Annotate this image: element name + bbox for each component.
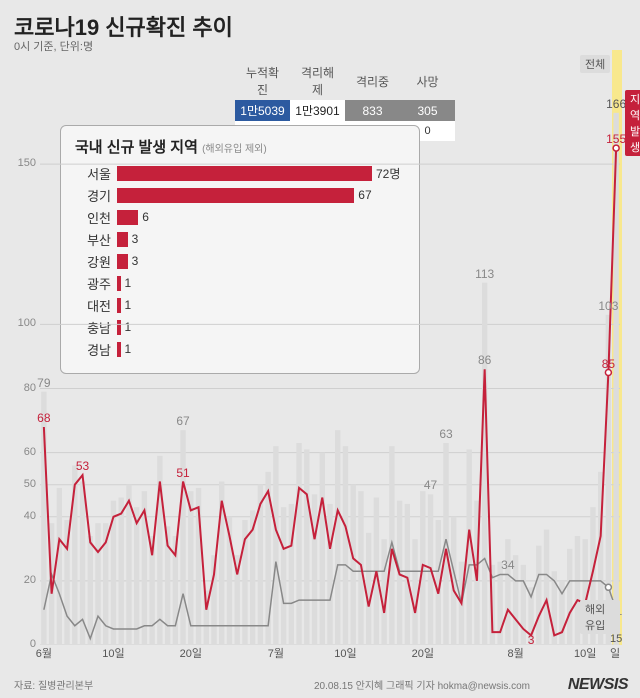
annotation: 63: [439, 427, 452, 441]
x-tick-label: 10일: [574, 645, 596, 661]
annotation: 103: [598, 299, 618, 313]
x-tick-label: 10일: [102, 645, 124, 661]
y-tick-label: 80: [12, 382, 36, 394]
x-tick-label: 10일: [334, 645, 356, 661]
annotation: 113: [475, 267, 494, 281]
annotation: 68: [37, 411, 50, 425]
annotation: 47: [424, 478, 437, 492]
stat-header: 격리해제: [290, 62, 345, 100]
annotation: 86: [478, 353, 491, 367]
annotation: 34: [501, 558, 514, 572]
x-tick-label: 6월: [36, 645, 52, 661]
y-tick-label: 20: [12, 574, 36, 586]
x-tick-label: 20일: [180, 645, 202, 661]
series-tag: 지역발생: [625, 90, 640, 156]
chart-svg: [40, 100, 620, 645]
y-tick-label: 150: [12, 157, 36, 169]
annotation: 3: [528, 633, 535, 647]
newsis-logo: NEWSIS: [568, 676, 628, 694]
y-tick-label: 50: [12, 478, 36, 490]
y-tick-label: 0: [12, 638, 36, 650]
annotation: 67: [176, 414, 189, 428]
infographic-root: 코로나19 신규확진 추이 0시 기준, 단위:명 누적확진 격리해제 격리중 …: [0, 0, 640, 698]
x-tick-label: 15일: [610, 633, 622, 661]
annotation: 155: [606, 132, 626, 146]
stat-header: 사망: [400, 62, 455, 100]
stat-header-row: 누적확진 격리해제 격리중 사망: [180, 62, 455, 100]
annotation: 51: [176, 466, 189, 480]
x-tick-label: 7월: [268, 645, 284, 661]
y-tick-label: 60: [12, 446, 36, 458]
byline: 20.08.15 안지혜 그래픽 기자 hokma@newsis.com: [314, 677, 530, 692]
subtitle: 0시 기준, 단위:명: [14, 38, 93, 54]
annotation: 53: [76, 459, 89, 473]
stat-header: 누적확진: [235, 62, 290, 100]
main-chart: 020405060801001506월10일20일7월10일20일8월10일15…: [40, 100, 620, 645]
series-tag: 전체: [580, 55, 610, 73]
footer-source: 자료: 질병관리본부: [14, 677, 93, 692]
annotation: 166: [606, 97, 626, 111]
y-tick-label: 100: [12, 317, 36, 329]
series-tag: 해외유입: [580, 600, 620, 634]
x-tick-label: 8월: [507, 645, 523, 661]
annotation: 79: [37, 376, 50, 390]
x-tick-label: 20일: [412, 645, 434, 661]
annotation: 85: [602, 357, 615, 371]
y-tick-label: 40: [12, 510, 36, 522]
stat-header: 격리중: [345, 62, 400, 100]
